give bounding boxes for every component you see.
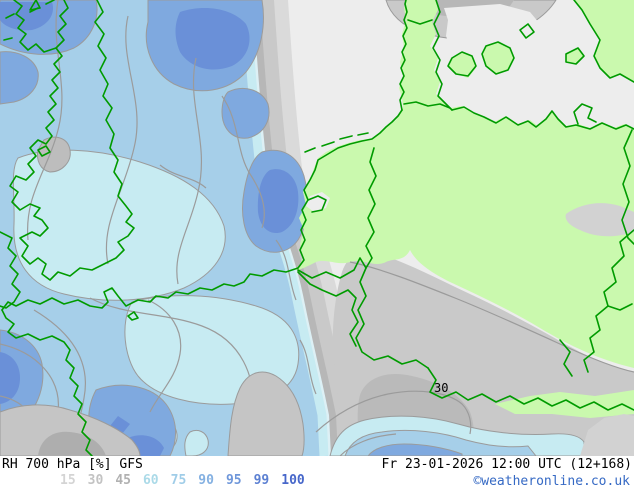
gray-region-biscay: [0, 404, 141, 456]
contour-label-30: 30: [434, 381, 448, 395]
legend-value-75: 75: [170, 473, 187, 488]
rh90-strip-south: [367, 443, 463, 456]
legend-value-95: 95: [225, 473, 242, 488]
gray-patch-east: [565, 203, 634, 237]
color-scale-legend: 15 30 45 60 75 90 95 99 100: [60, 473, 305, 488]
rh-map-canvas: 30: [0, 0, 634, 456]
copyright-watermark: ©weatheronline.co.uk: [473, 474, 630, 489]
land-topright: [574, 0, 634, 82]
map-footer: RH 700 hPa [%] GFS Fr 23-01-2026 12:00 U…: [0, 456, 634, 490]
legend-value-90: 90: [198, 473, 214, 488]
rh60-region-uk: [12, 149, 226, 301]
island-funen: [448, 52, 476, 78]
coastline-borders: [0, 0, 634, 456]
product-title: RH 700 hPa [%] GFS: [2, 457, 143, 472]
legend-value-45: 45: [115, 473, 131, 488]
rh90-blob-north-sea: [221, 88, 270, 139]
rh90-blob-leftmid: [0, 51, 39, 105]
legend-value-99: 99: [253, 473, 270, 488]
valid-time: Fr 23-01-2026 12:00 UTC (12+168): [381, 457, 632, 472]
gray-core-biscay: [38, 431, 106, 456]
rh95-diamond: [110, 416, 130, 434]
island-zealand: [482, 42, 514, 74]
legend-value-60: 60: [142, 473, 159, 488]
contours-south: [315, 261, 634, 456]
rh-map: 30: [0, 0, 634, 456]
rh95-core-leftlow: [0, 352, 20, 404]
footer-line-1: RH 700 hPa [%] GFS Fr 23-01-2026 12:00 U…: [0, 456, 634, 472]
land-fills: [297, 0, 634, 456]
legend-value-100: 100: [281, 473, 305, 488]
gray-patch-southeast: [580, 414, 634, 456]
legend-value-30: 30: [87, 473, 104, 488]
legend-value-15: 15: [60, 473, 76, 488]
gray-blob-sw: [227, 371, 305, 456]
rh95-core-benelux: [257, 169, 299, 234]
land-strip-south: [495, 390, 634, 418]
rh60-oval-2: [184, 429, 209, 456]
rh95-core-topleft: [0, 2, 54, 31]
land-germany-netherlands: [297, 0, 634, 368]
footer-line-2: 15 30 45 60 75 90 95 99 100 ©weatheronli…: [0, 472, 634, 490]
rh95-core-topcenter: [175, 8, 250, 70]
